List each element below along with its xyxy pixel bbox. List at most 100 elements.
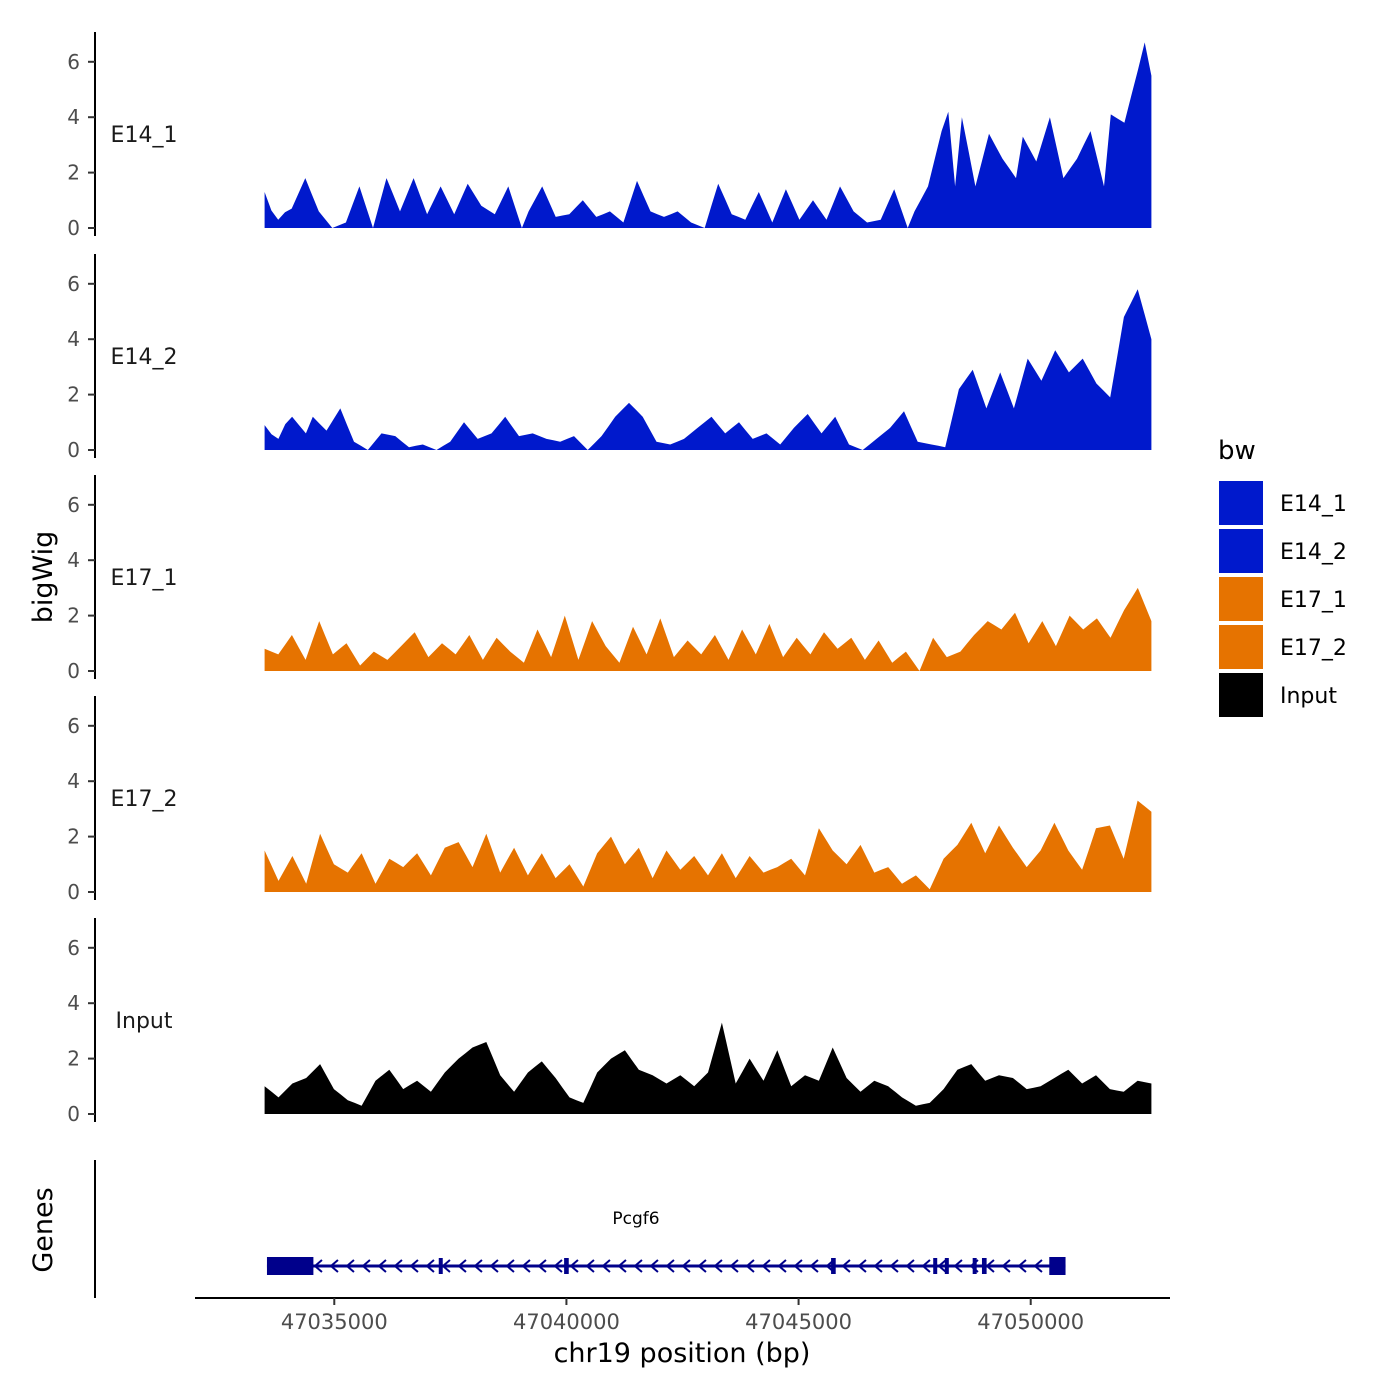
legend-title: bw [1218, 436, 1256, 466]
area-E17_2 [264, 800, 1152, 892]
track-label: E14_1 [111, 123, 178, 148]
track-label: E17_1 [111, 566, 178, 591]
y-tick-label: 6 [67, 272, 80, 296]
genes-label: Genes [28, 1187, 59, 1272]
strand-arrow [809, 1259, 819, 1273]
strand-arrow [729, 1259, 739, 1273]
y-tick-label: 6 [67, 493, 80, 517]
gene-exon [1049, 1257, 1066, 1275]
y-tick-label: 4 [67, 991, 80, 1015]
y-tick-label: 0 [67, 438, 80, 462]
strand-arrow [777, 1259, 787, 1273]
y-tick-label: 0 [67, 1102, 80, 1126]
strand-arrow [793, 1259, 803, 1273]
legend-label: E17_2 [1280, 636, 1347, 661]
y-tick-label: 2 [67, 1047, 80, 1071]
x-axis-title: chr19 position (bp) [554, 1338, 811, 1369]
legend-label: E17_1 [1280, 588, 1347, 613]
strand-arrow [937, 1259, 947, 1273]
strand-arrow [681, 1259, 691, 1273]
strand-arrow [953, 1259, 963, 1273]
gene-label: Pcgf6 [612, 1209, 659, 1229]
genes-panel: Genes Pcgf6 [28, 1160, 1066, 1298]
y-axis-title: bigWig [28, 531, 59, 624]
track-E14_1: 0 2 4 6 E14_1 [67, 32, 1152, 240]
strand-arrow [697, 1259, 707, 1273]
strand-arrow [601, 1259, 611, 1273]
y-tick-label: 2 [67, 161, 80, 185]
strand-arrow [409, 1259, 419, 1273]
strand-arrow [313, 1259, 323, 1273]
gene-exon [972, 1258, 977, 1274]
x-ticks: 47035000 47040000 47045000 47050000 [281, 1298, 1084, 1334]
legend-label: Input [1280, 684, 1337, 709]
strand-arrow [505, 1259, 515, 1273]
gene-exon [266, 1257, 314, 1275]
area-E14_1 [264, 42, 1152, 229]
legend-swatch [1217, 671, 1265, 719]
track-label: Input [116, 1009, 173, 1034]
strand-arrow [1033, 1259, 1043, 1273]
y-tick-label: 2 [67, 604, 80, 628]
strand-arrow [1001, 1259, 1011, 1273]
y-tick-label: 0 [67, 659, 80, 683]
gene-exon [564, 1258, 569, 1274]
strand-arrow [361, 1259, 371, 1273]
strand-arrow [425, 1259, 435, 1273]
legend: bw E14_1 E14_2 E17_1 E17_2 Input [1217, 436, 1347, 719]
y-tick-label: 6 [67, 50, 80, 74]
strand-arrow [761, 1259, 771, 1273]
strand-arrow [553, 1259, 563, 1273]
tracks: 0 2 4 6 E14_1 0 2 4 6 E14_2 0 2 4 6 E17_1 0 2 4 6 E17_2 0 2 4 6… [67, 32, 1152, 1126]
gene-exon [981, 1258, 987, 1274]
legend-label: E14_2 [1280, 540, 1347, 565]
track-E17_2: 0 2 4 6 E17_2 [67, 696, 1152, 904]
x-tick-label: 47045000 [745, 1310, 852, 1334]
y-tick-label: 2 [67, 383, 80, 407]
strand-arrow [985, 1259, 995, 1273]
area-E17_1 [264, 587, 1152, 671]
track-label: E14_2 [111, 345, 178, 370]
strand-arrow [329, 1259, 339, 1273]
track-E14_2: 0 2 4 6 E14_2 [67, 254, 1152, 462]
y-tick-label: 4 [67, 105, 80, 129]
y-tick-label: 6 [67, 714, 80, 738]
strand-arrow [617, 1259, 627, 1273]
strand-arrow [521, 1259, 531, 1273]
legend-entries: E14_1 E14_2 E17_1 E17_2 Input [1217, 479, 1347, 719]
strand-arrow [873, 1259, 883, 1273]
area-Input [264, 1022, 1152, 1114]
x-tick-label: 47040000 [513, 1310, 620, 1334]
y-tick-label: 4 [67, 327, 80, 351]
strand-arrow [393, 1259, 403, 1273]
strand-arrow [1017, 1259, 1027, 1273]
strand-arrow [569, 1259, 579, 1273]
y-tick-label: 0 [67, 216, 80, 240]
strand-arrow [345, 1259, 355, 1273]
legend-swatch [1217, 623, 1265, 671]
strand-arrow [537, 1259, 547, 1273]
legend-swatch [1217, 575, 1265, 623]
legend-swatch [1217, 479, 1265, 527]
area-E14_2 [264, 289, 1152, 450]
y-tick-label: 4 [67, 769, 80, 793]
legend-swatch [1217, 527, 1265, 575]
gene-exon [933, 1258, 938, 1274]
track-label: E17_2 [111, 787, 178, 812]
gene-exon [944, 1258, 949, 1274]
strand-arrow [713, 1259, 723, 1273]
strand-arrow [633, 1259, 643, 1273]
x-axis: 47035000 47040000 47045000 47050000 chr19 p… [195, 1297, 1170, 1369]
strand-arrow [441, 1259, 451, 1273]
y-tick-label: 2 [67, 825, 80, 849]
strand-arrow [857, 1259, 867, 1273]
strand-arrow [889, 1259, 899, 1273]
gene-model [266, 1257, 1066, 1275]
strand-arrow [585, 1259, 595, 1273]
legend-label: E14_1 [1280, 492, 1347, 517]
strand-arrow [745, 1259, 755, 1273]
track-Input: 0 2 4 6 Input [67, 918, 1152, 1126]
gene-exon [438, 1258, 443, 1274]
strand-arrow [457, 1259, 467, 1273]
